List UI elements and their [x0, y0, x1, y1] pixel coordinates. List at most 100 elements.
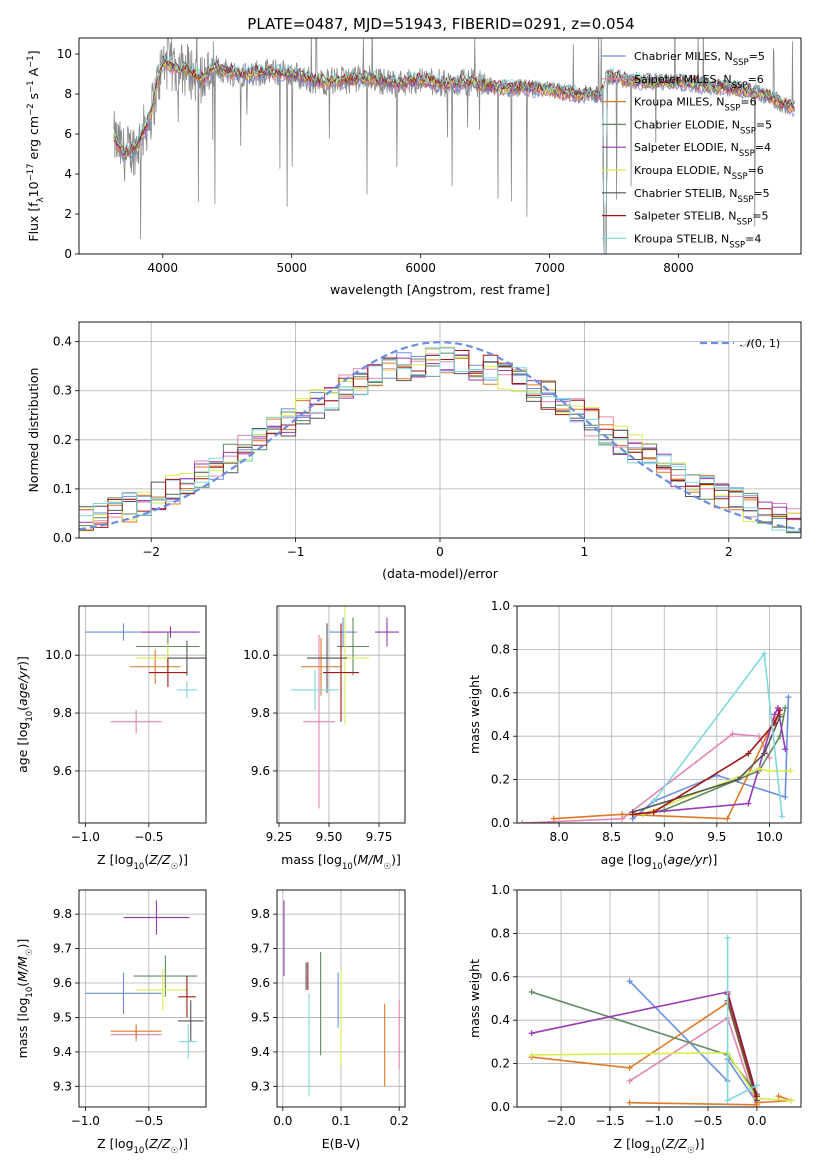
y-axis-label: age [log10(age/yr)]	[15, 656, 35, 773]
weight-point-marker	[761, 750, 768, 757]
weight-point-marker	[782, 704, 789, 711]
weight-series-line	[632, 697, 790, 820]
x-tick-label: −0.5	[693, 1114, 722, 1128]
x-tick-label: −2	[142, 545, 160, 559]
y-axis-label: mass weight	[467, 959, 482, 1038]
x-tick-label: 6000	[405, 261, 436, 275]
model-spectrum-line	[113, 58, 796, 254]
y-tick-label: 0.6	[491, 686, 510, 700]
y-tick-label: 0.6	[491, 970, 510, 984]
weight-point-marker	[650, 809, 657, 816]
y-tick-label: 9.6	[251, 764, 270, 778]
x-tick-label: −1.0	[71, 1114, 100, 1128]
legend-label: Chabrier STELIB, NSSP=5	[634, 187, 770, 205]
axes-frame	[78, 37, 802, 255]
y-tick-label: 2	[64, 207, 72, 221]
x-axis-label: age [log10(age/yr)]	[601, 852, 718, 872]
x-tick-label: −0.5	[134, 1114, 163, 1128]
weight-point-marker	[724, 815, 731, 822]
y-tick-label: 10.0	[45, 648, 72, 662]
legend-label: 𝒩(0, 1)	[740, 337, 780, 350]
y-tick-label: 9.8	[53, 706, 72, 720]
weight-point-marker	[640, 811, 647, 818]
weight-point-marker	[745, 750, 752, 757]
plot-area	[85, 900, 204, 1059]
y-tick-label: 9.6	[53, 764, 72, 778]
x-tick-label: 0.2	[390, 1114, 409, 1128]
legend-label: Salpeter STELIB, NSSP=5	[634, 210, 769, 228]
y-tick-label: 1.0	[491, 883, 510, 897]
x-tick-label: −1.0	[644, 1114, 673, 1128]
y-tick-label: 9.6	[251, 976, 270, 990]
normal-reference-curve	[79, 341, 801, 531]
weight-series-line	[531, 991, 758, 1097]
y-tick-label: 0	[64, 247, 72, 261]
weight-series-line	[726, 993, 758, 1097]
y-tick-label: 9.5	[53, 1010, 72, 1024]
weight-point-marker	[528, 1030, 535, 1037]
weight-point-marker	[775, 1093, 782, 1100]
y-tick-label: 9.6	[53, 976, 72, 990]
weight-series-line	[632, 716, 781, 813]
mass-age-panel: 9.25 9.50 9.75 9.6 9.8 10.0 mass [log10(M/M☉)]	[243, 605, 406, 872]
model-spectrum-line	[113, 55, 795, 254]
y-tick-label: 9.8	[251, 706, 270, 720]
x-tick-label: 8000	[663, 261, 694, 275]
y-tick-label: 0.2	[53, 433, 72, 447]
weight-point-marker	[787, 767, 794, 774]
plot-area	[85, 623, 206, 734]
weight-series-line	[726, 1000, 758, 1101]
weight-point-marker	[734, 776, 741, 783]
weight-point-marker	[782, 746, 789, 753]
weight-point-marker	[771, 720, 778, 727]
plot-area	[519, 650, 794, 823]
weight-point-marker	[779, 813, 786, 820]
plot-area	[79, 341, 801, 534]
y-tick-label: 9.8	[251, 907, 270, 921]
y-tick-label: 9.5	[251, 1010, 270, 1024]
y-tick-label: 0.8	[491, 926, 510, 940]
y-tick-label: 0.4	[491, 729, 510, 743]
weight-point-marker	[724, 1097, 731, 1104]
weight-point-marker	[729, 731, 736, 738]
weight-series-line	[531, 991, 758, 1095]
y-tick-label: 0.1	[53, 482, 72, 496]
weight-point-marker	[761, 650, 768, 657]
weight-point-marker	[753, 1093, 760, 1100]
legend-label: Kroupa STELIB, NSSP=4	[634, 232, 761, 250]
weight-point-marker	[550, 815, 557, 822]
plot-area	[283, 900, 400, 1097]
x-tick-label: 7000	[534, 261, 565, 275]
y-tick-label: 0.3	[53, 384, 72, 398]
axes-frame	[276, 889, 406, 1108]
x-axis-label: Z [log10(Z/Z☉)]	[614, 1136, 705, 1156]
z-mass-panel: −1.0 −0.5 9.3 9.4 9.5 9.6 9.7 9.8 Z [log10(Z/Z☉)…	[15, 889, 207, 1156]
y-tick-label: 9.3	[53, 1079, 72, 1093]
y-tick-label: 0.2	[491, 773, 510, 787]
weight-point-marker	[785, 694, 792, 701]
axes-frame	[516, 605, 802, 824]
x-tick-label: −1	[287, 545, 305, 559]
y-tick-label: 10	[57, 47, 72, 61]
weight-point-marker	[771, 711, 778, 718]
weight-point-marker	[626, 1099, 633, 1106]
y-tick-label: 4	[64, 167, 72, 181]
legend-label: Chabrier ELODIE, NSSP=5	[634, 118, 772, 136]
weight-point-marker	[776, 733, 783, 740]
figure-title: PLATE=0487, MJD=51943, FIBERID=0291, z=0…	[247, 15, 634, 33]
ebv-mass-panel: 0.0 0.1 0.2 9.3 9.4 9.5 9.6 9.7 9.8 E(B-V)	[251, 889, 409, 1151]
residual-histogram	[79, 347, 801, 532]
weight-series-line	[629, 1101, 757, 1106]
y-tick-label: 9.4	[53, 1045, 72, 1059]
y-axis-label: mass weight	[467, 675, 482, 754]
axes-frame	[78, 605, 207, 824]
x-axis-label: Z [log10(Z/Z☉)]	[97, 1136, 188, 1156]
x-tick-label: 4000	[148, 261, 179, 275]
legend-label: Salpeter ELODIE, NSSP=4	[634, 141, 771, 159]
y-axis-label: mass [log10(M/M☉)]	[15, 939, 35, 1059]
model-spectrum-line	[113, 58, 795, 254]
y-tick-label: 6	[64, 127, 72, 141]
x-axis-label: Z [log10(Z/Z☉)]	[97, 852, 188, 872]
weight-point-marker	[745, 800, 752, 807]
